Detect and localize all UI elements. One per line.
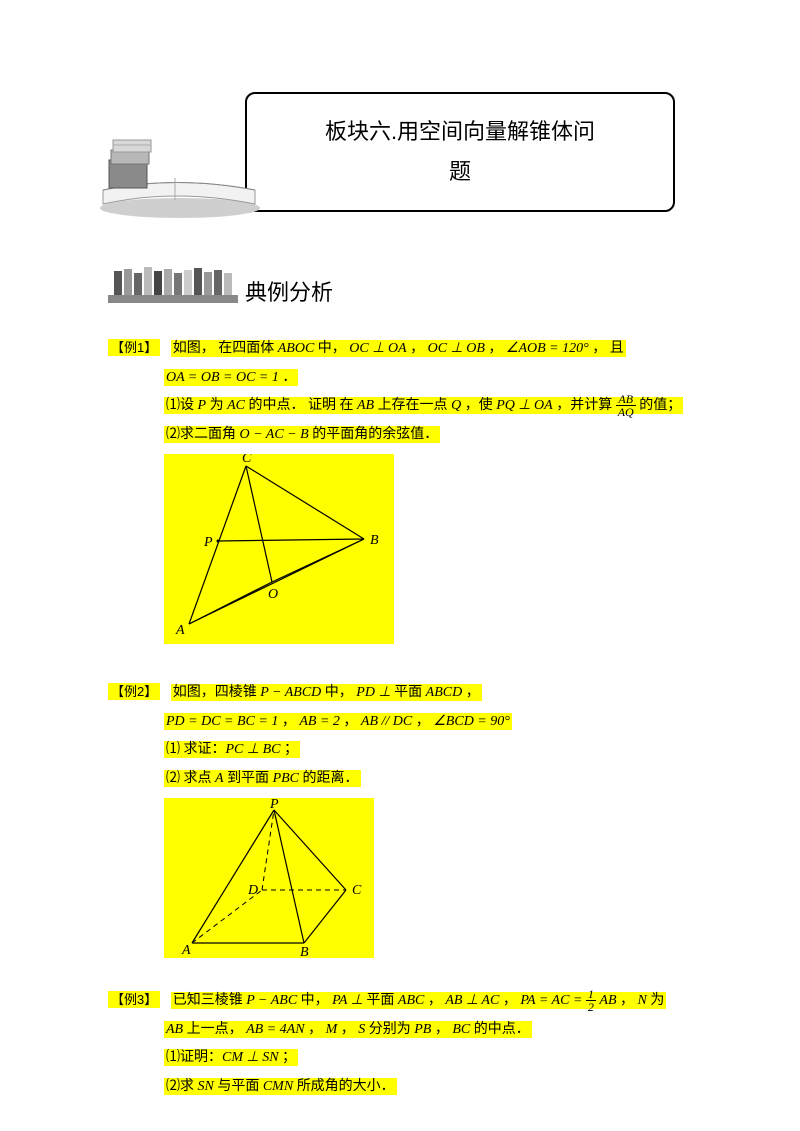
ex3-line1: 已知三棱锥 P − ABC 中， PA ⊥ 平面 ABC ， AB ⊥ AC ，… (171, 992, 667, 1009)
bookshelf-icon (108, 265, 238, 305)
svg-text:B: B (300, 945, 309, 958)
svg-text:B: B (370, 533, 379, 548)
ex2-diagram: P D C A B (164, 798, 720, 958)
ex1-line1: 如图， 在四面体 ABOC 中， OC ⊥ OA ， OC ⊥ OB ， ∠AO… (171, 340, 626, 357)
example-label: 【例3】 (108, 991, 160, 1008)
example-1: 【例1】 如图， 在四面体 ABOC 中， OC ⊥ OA ， OC ⊥ OB … (108, 336, 720, 644)
ex1-diagram: A P C O B (164, 454, 720, 644)
svg-text:P: P (203, 535, 213, 550)
section-title: 典例分析 (245, 275, 333, 307)
ex1-line3: ⑴设 P 为 AC 的中点． 证明 在 AB 上存在一点 Q ，使 PQ ⊥ O… (164, 397, 683, 414)
ex2-line1: 如图，四棱锥 P − ABCD 中， PD ⊥ 平面 ABCD ， (171, 684, 482, 701)
title-line1: 板块六.用空间向量解锥体问 (325, 112, 595, 152)
ex3-line4: ⑵求 SN 与平面 CMN 所成角的大小． (164, 1078, 397, 1095)
example-3: 【例3】 已知三棱锥 P − ABC 中， PA ⊥ 平面 ABC ， AB ⊥… (108, 988, 720, 1102)
example-label: 【例1】 (108, 339, 160, 356)
svg-text:D: D (247, 883, 258, 898)
svg-text:O: O (268, 587, 278, 602)
ex2-line3: ⑴ 求证：PC ⊥ BC ； (164, 741, 300, 758)
ex3-line3: ⑴证明：CM ⊥ SN ； (164, 1049, 298, 1066)
example-2: 【例2】 如图，四棱锥 P − ABCD 中， PD ⊥ 平面 ABCD ， P… (108, 680, 720, 958)
title-box: 板块六.用空间向量解锥体问 题 (245, 92, 675, 212)
ex2-line4: ⑵ 求点 A 到平面 PBC 的距离． (164, 770, 361, 787)
ex1-line2: OA = OB = OC = 1 ． (164, 369, 298, 386)
svg-text:A: A (175, 623, 185, 638)
books-stack-illustration (85, 130, 265, 220)
svg-text:C: C (352, 883, 362, 898)
example-label: 【例2】 (108, 683, 160, 700)
ex3-line2: AB 上一点， AB = 4AN ， M ， S 分别为 PB ， BC 的中点… (164, 1021, 532, 1038)
ex2-line2: PD = DC = BC = 1 ， AB = 2 ， AB // DC ， ∠… (164, 713, 512, 730)
svg-text:C: C (242, 454, 252, 466)
title-line2: 题 (449, 152, 471, 192)
ex1-line4: ⑵求二面角 O − AC − B 的平面角的余弦值． (164, 426, 440, 443)
svg-text:P: P (269, 798, 279, 812)
svg-text:A: A (181, 943, 191, 958)
